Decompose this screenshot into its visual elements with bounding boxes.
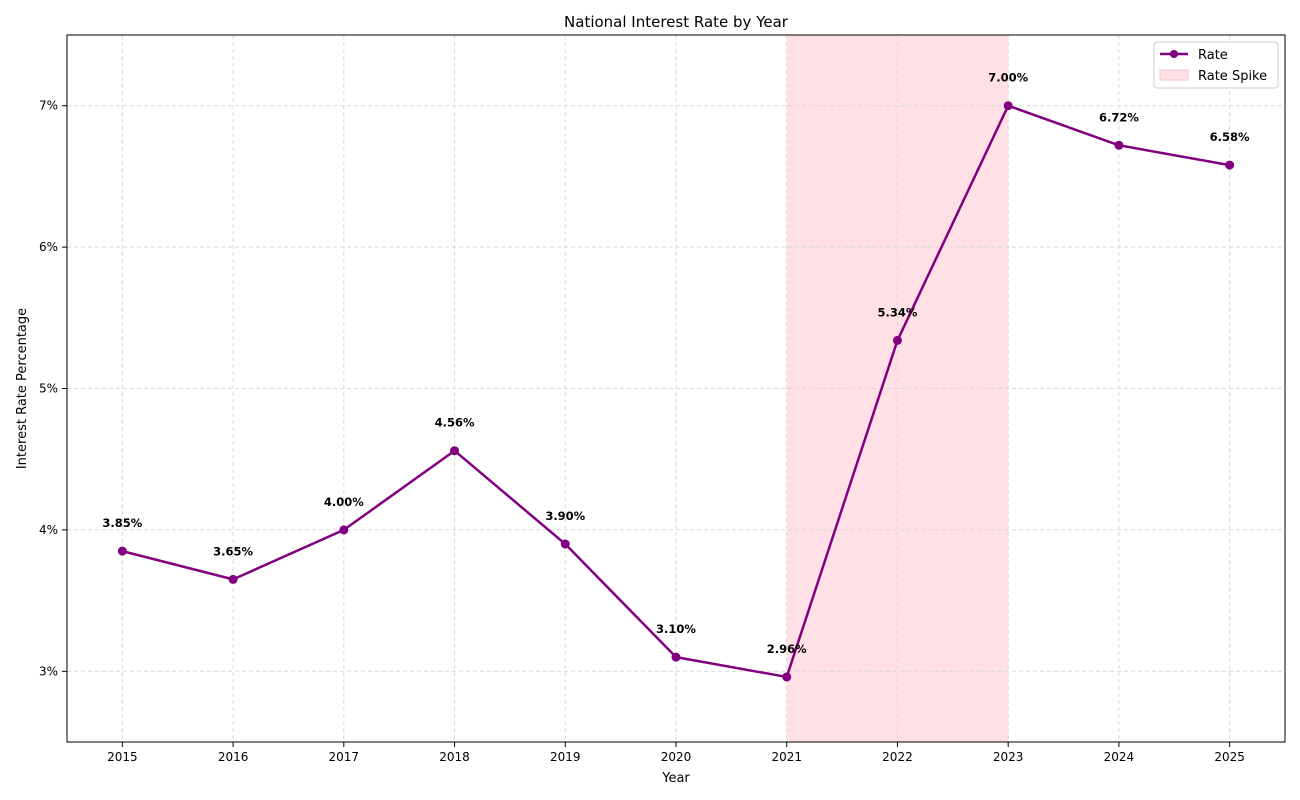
legend-spike-patch-icon — [1159, 69, 1189, 81]
y-tick-label: 3% — [39, 664, 58, 678]
legend-rate-marker-icon — [1170, 50, 1178, 58]
data-label: 3.65% — [213, 544, 253, 558]
chart-title: National Interest Rate by Year — [564, 13, 789, 31]
x-tick-label: 2021 — [771, 750, 802, 764]
data-point — [1114, 140, 1124, 150]
legend: Rate Rate Spike — [1153, 41, 1279, 89]
data-point — [339, 525, 349, 535]
data-label: 5.34% — [878, 305, 918, 319]
x-tick-label: 2022 — [882, 750, 913, 764]
data-point — [228, 574, 238, 584]
data-label: 4.56% — [435, 416, 475, 430]
legend-spike-label: Rate Spike — [1198, 69, 1267, 84]
data-label: 3.10% — [656, 622, 696, 636]
grid-layer — [67, 35, 1285, 742]
data-label: 3.90% — [545, 509, 585, 523]
legend-rate-label: Rate — [1198, 48, 1228, 63]
x-tick-label: 2025 — [1214, 750, 1245, 764]
data-point — [450, 446, 460, 456]
data-point — [892, 335, 902, 345]
x-tick-label: 2019 — [550, 750, 581, 764]
x-tick-label: 2024 — [1104, 750, 1135, 764]
data-point — [782, 672, 792, 682]
data-label: 4.00% — [324, 495, 364, 509]
axis-layer: 2015 2016 2017 2018 2019 2020 2021 2022 2023 2024… — [39, 34, 1286, 764]
data-label: 6.72% — [1099, 110, 1139, 124]
data-label: 3.85% — [102, 516, 142, 530]
y-axis-label: Interest Rate Percentage — [15, 308, 30, 469]
data-point — [1003, 101, 1013, 111]
x-tick-label: 2015 — [107, 750, 138, 764]
data-label: 6.58% — [1210, 130, 1250, 144]
y-tick-label: 5% — [39, 382, 58, 396]
data-point — [671, 652, 681, 662]
data-point — [1225, 160, 1235, 170]
x-tick-label: 2016 — [218, 750, 249, 764]
data-label: 7.00% — [988, 71, 1028, 85]
x-tick-label: 2018 — [439, 750, 470, 764]
y-tick-label: 6% — [39, 240, 58, 254]
data-label: 2.96% — [767, 642, 807, 656]
data-label-layer: 3.85% 3.65% 4.00% 4.56% 3.90% 3.10% 2.96% 5.34%… — [102, 71, 1250, 656]
x-tick-label: 2023 — [993, 750, 1024, 764]
series-layer — [117, 101, 1235, 682]
x-axis-label: Year — [661, 771, 690, 786]
data-point — [560, 539, 570, 549]
y-tick-label: 7% — [39, 99, 58, 113]
y-tick-label: 4% — [39, 523, 58, 537]
data-point — [117, 546, 127, 556]
x-tick-label: 2020 — [661, 750, 692, 764]
x-tick-label: 2017 — [329, 750, 360, 764]
